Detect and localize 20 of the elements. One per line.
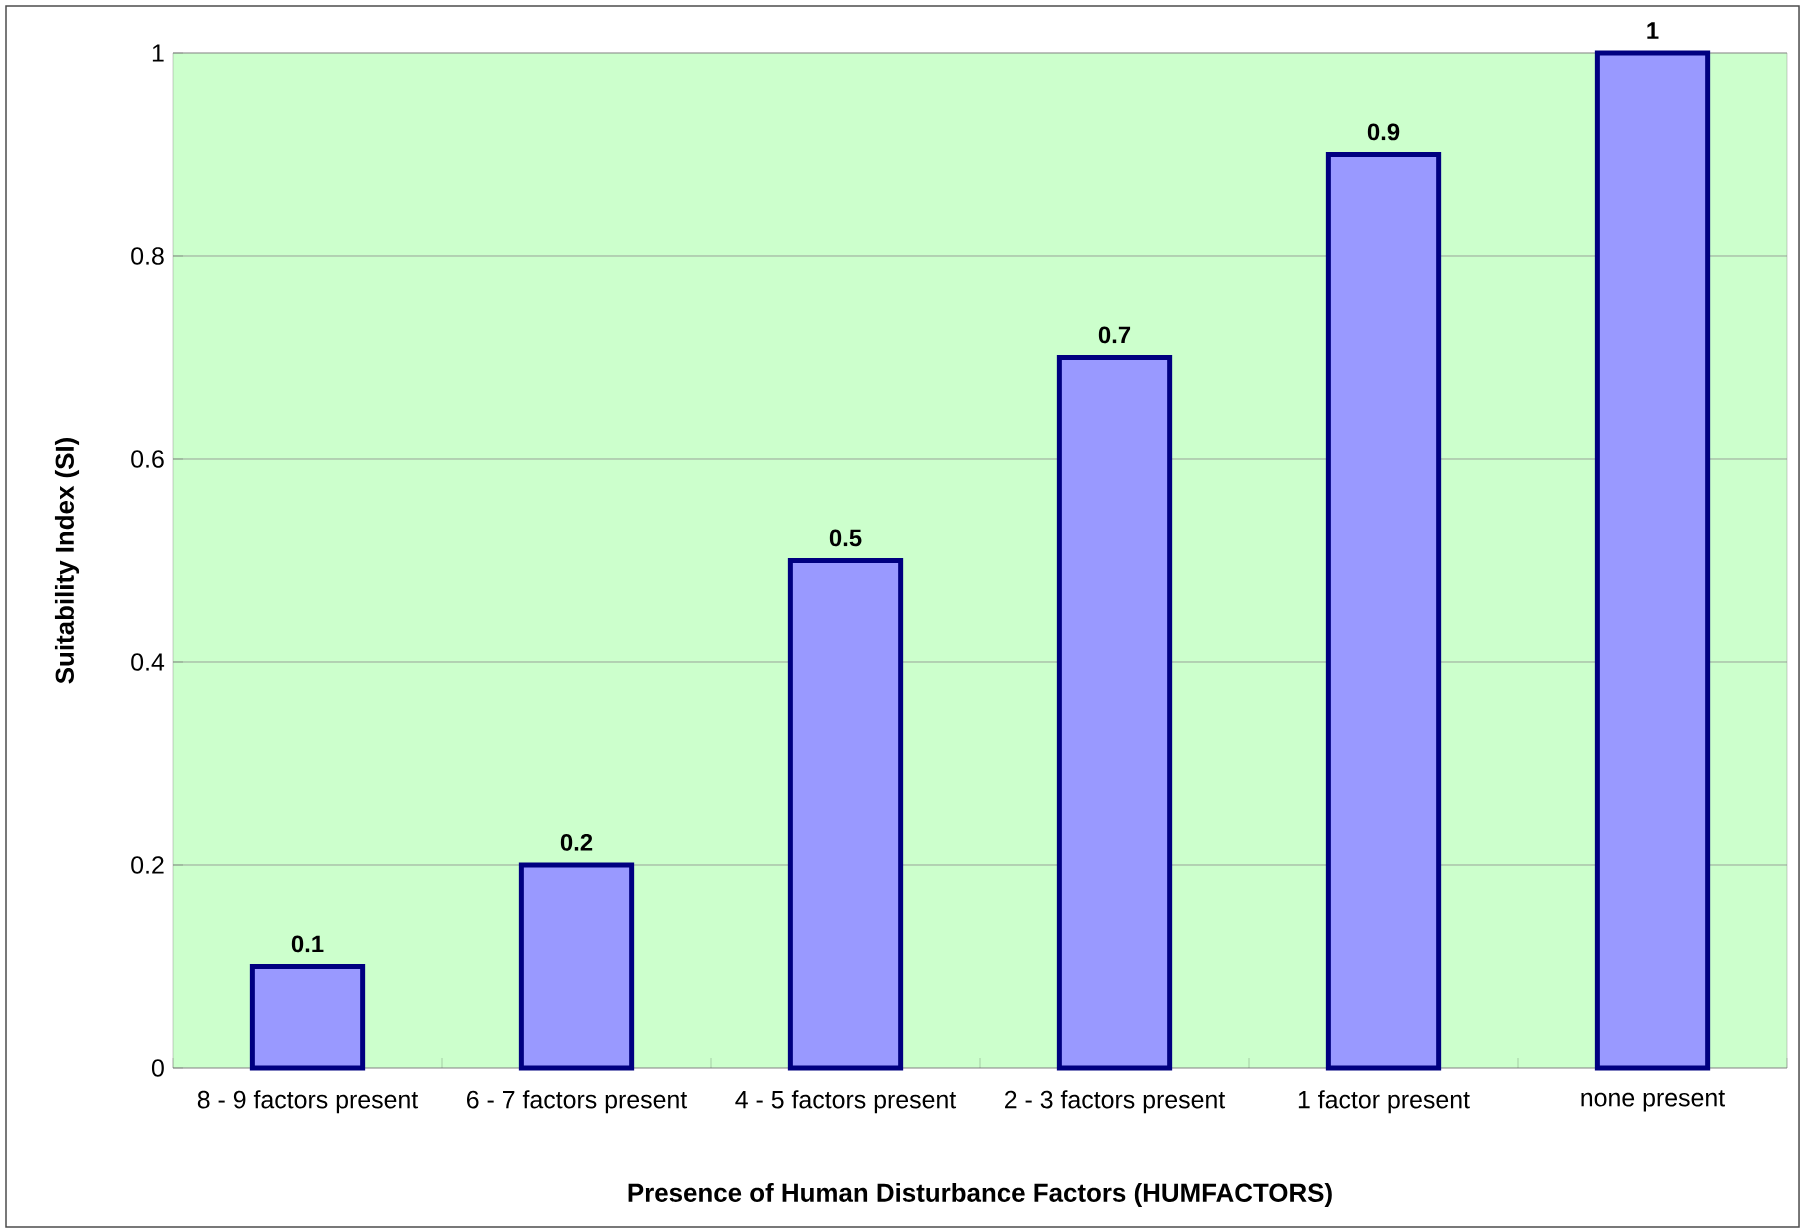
data-label: 0.9 [1367,123,1400,141]
x-tick-label: 6 - 7 factors present [467,1090,688,1114]
x-tick-label: 4 - 5 factors present [735,1090,957,1114]
y-axis-title: Suitability Index (SI) [54,437,80,684]
data-label: 0.2 [560,833,593,851]
y-tick-label: 0.4 [131,653,165,671]
x-tick-label: 8 - 9 factors present [197,1090,419,1114]
data-label: 1 [1647,22,1659,39]
data-label: 0.7 [1098,326,1131,344]
x-tick-label: none present [1581,1090,1725,1112]
y-tick-label: 0 [151,1059,164,1077]
y-tick-label: 0.6 [131,450,164,468]
y-tick-label: 0.8 [131,247,164,265]
data-label: 0.5 [829,529,862,547]
x-tick-label: 2 - 3 factors present [1005,1090,1226,1114]
y-tick-label: 1 [152,44,164,62]
x-axis-title: Presence of Human Disturbance Factors (HUMFACTORS) [628,1182,1332,1208]
x-tick-label: 1 factor present [1298,1090,1470,1114]
data-label: 0.1 [291,935,324,953]
y-tick-label: 0.2 [131,856,164,874]
